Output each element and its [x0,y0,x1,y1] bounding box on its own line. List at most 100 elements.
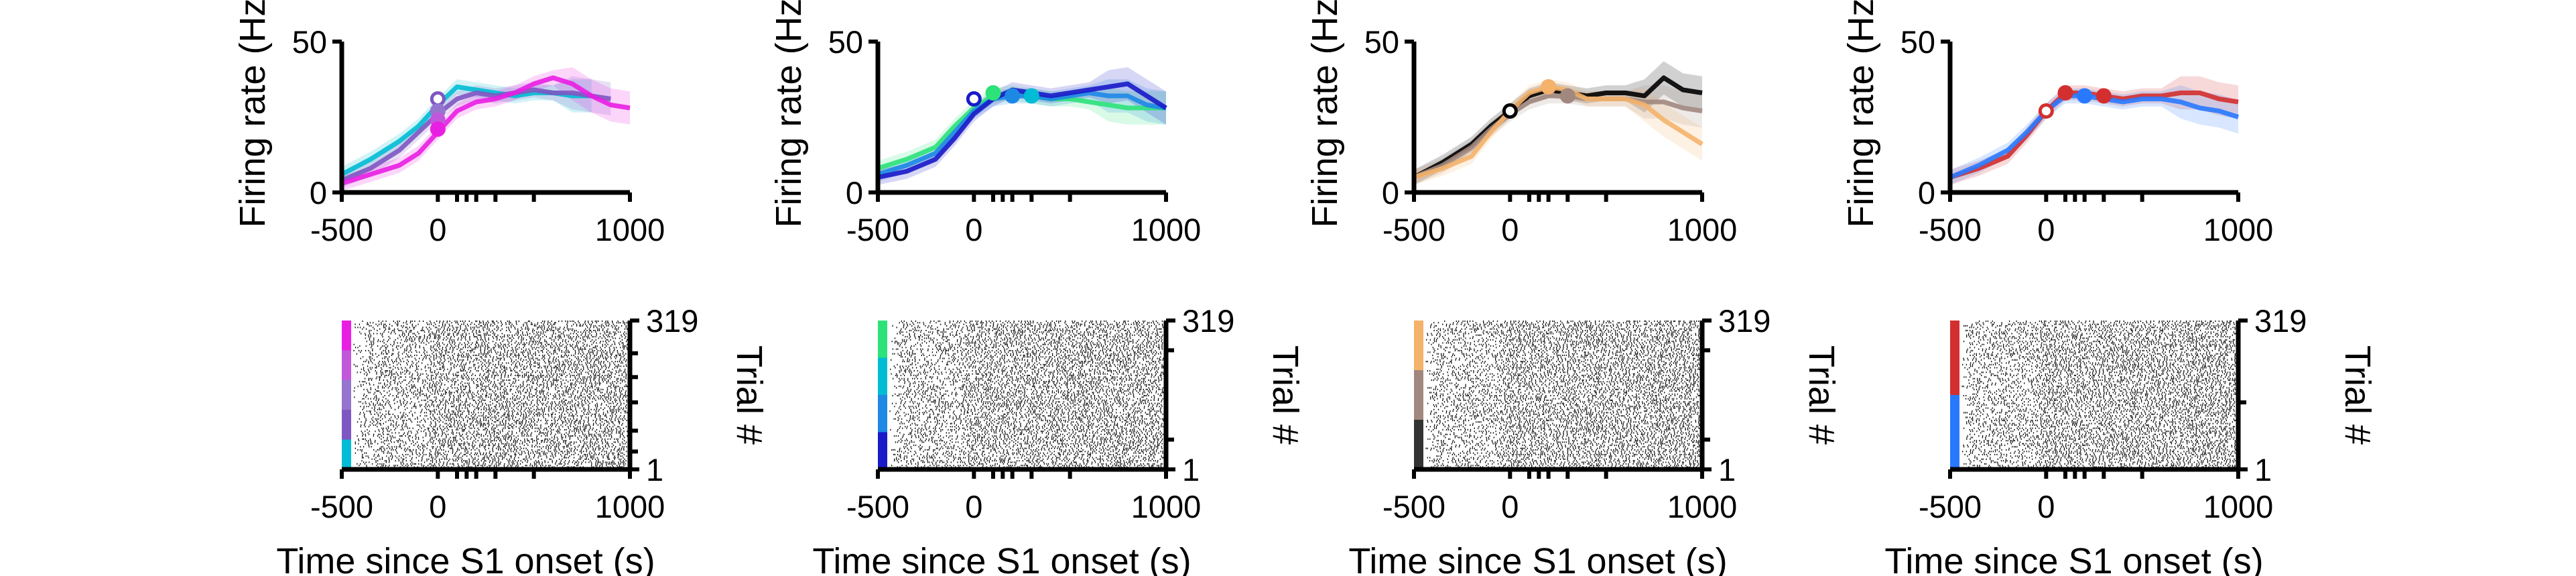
y-tick-label: 0 [1382,175,1399,211]
data-point-marker [1005,88,1021,104]
x-tick-label: 1000 [1131,489,1202,524]
x-axis-label: Time since S1 onset (s) [1348,541,1727,576]
x-tick-label: 1000 [1131,212,1202,247]
trial-group-bar [342,380,351,410]
x-axis-label: Time since S1 onset (s) [1884,541,2263,576]
y-axis-label: Trial # [2337,345,2378,445]
trial-group-bar [1414,321,1423,371]
y-tick-label: 1 [1718,452,1736,487]
raster-panel-3: -500 0 1000 319 1 Trial # Time since S1 onset … [1348,303,1842,576]
raster-panel-1: -500 0 1000 319 1 Trial # Time since S1 onset … [276,303,769,576]
trial-group-bar [342,410,351,441]
trial-group-bar [878,357,887,396]
data-point-marker [2096,88,2112,104]
trial-group-bar [342,350,351,381]
y-tick-label: 319 [1718,303,1770,339]
y-tick-label: 50 [1364,24,1399,60]
x-tick-label: 0 [965,489,982,524]
error-band-1 [342,79,592,182]
data-point-marker [1023,88,1039,104]
x-tick-label: -500 [1919,489,1982,524]
spike-raster [889,321,1164,469]
y-tick-label: 319 [2254,303,2307,339]
error-band-1 [878,85,1166,176]
data-point-marker [1541,79,1557,95]
y-axis-label: Trial # [729,345,769,445]
y-axis-label: Firing rate (Hz) [1305,0,1345,228]
y-tick-label: 50 [1901,24,1935,60]
data-point-marker [430,91,446,107]
y-tick-label: 50 [828,24,863,60]
data-point-marker [1559,88,1575,104]
y-tick-label: 0 [310,175,327,211]
series-line-2 [340,87,611,183]
x-tick-label: 1000 [1667,212,1738,247]
x-tick-label: 1000 [2203,489,2274,524]
error-band-2 [1950,85,2238,185]
x-tick-label: -500 [846,212,909,247]
y-tick-label: 0 [846,175,863,211]
error-band-3 [342,67,630,191]
trial-group-bar [1414,420,1423,470]
trial-group-bar [878,432,887,470]
x-tick-label: -500 [1382,489,1445,524]
x-tick-label: 1000 [595,489,665,524]
data-point-marker [2077,88,2093,104]
spike-raster [1425,321,1700,469]
y-tick-label: 1 [2254,452,2272,487]
error-band-2 [342,76,611,188]
raster-panel-2: -500 0 1000 319 1 Trial # Time since S1 onset … [812,303,1305,576]
trial-group-bar [1950,395,1959,470]
trial-group-bar [1414,370,1423,420]
error-band-2 [1414,85,1702,185]
error-band-1 [1950,76,2238,185]
data-point-marker [985,85,1001,101]
x-tick-label: 0 [2037,489,2055,524]
x-tick-label: 1000 [595,212,665,247]
y-tick-label: 1 [1182,452,1200,487]
y-axis-label: Trial # [1801,345,1842,445]
y-tick-label: 319 [1182,303,1234,339]
trial-group-bar [342,439,351,470]
x-tick-label: -500 [1382,212,1445,247]
x-axis-label: Time since S1 onset (s) [276,541,655,576]
y-axis-label: Firing rate (Hz) [769,0,809,228]
raster-panel-4: -500 0 1000 319 1 Trial # Time since S1 onset … [1884,303,2378,576]
y-tick-label: 0 [1918,175,1935,211]
error-band-3 [1414,79,1702,185]
trial-group-bar [1950,321,1959,396]
x-tick-label: 0 [429,212,446,247]
data-point-marker [1502,103,1518,119]
x-tick-label: -500 [310,212,373,247]
y-tick-label: 50 [292,24,327,60]
trial-group-bar [342,321,351,351]
x-tick-label: -500 [310,489,373,524]
x-tick-label: 0 [429,489,446,524]
x-tick-label: -500 [1919,212,1982,247]
x-tick-label: 0 [965,212,982,247]
x-tick-label: 1000 [2203,212,2274,247]
x-axis-label: Time since S1 onset (s) [812,541,1191,576]
y-axis-label: Firing rate (Hz) [233,0,273,228]
x-tick-label: -500 [846,489,909,524]
spike-raster [1961,321,2236,469]
trial-group-bar [878,321,887,358]
x-tick-label: 0 [1501,212,1519,247]
data-point-marker [966,91,982,107]
x-tick-label: 0 [1501,489,1519,524]
error-band-3 [878,67,1166,185]
data-point-marker [2057,85,2073,101]
trial-group-bar [878,395,887,433]
series-line-3 [340,75,631,186]
x-tick-label: 0 [2037,212,2055,247]
y-tick-label: 1 [646,452,663,487]
x-tick-label: 1000 [1667,489,1738,524]
y-tick-label: 319 [646,303,698,339]
y-axis-label: Trial # [1265,345,1305,445]
y-axis-label: Firing rate (Hz) [1841,0,1881,228]
